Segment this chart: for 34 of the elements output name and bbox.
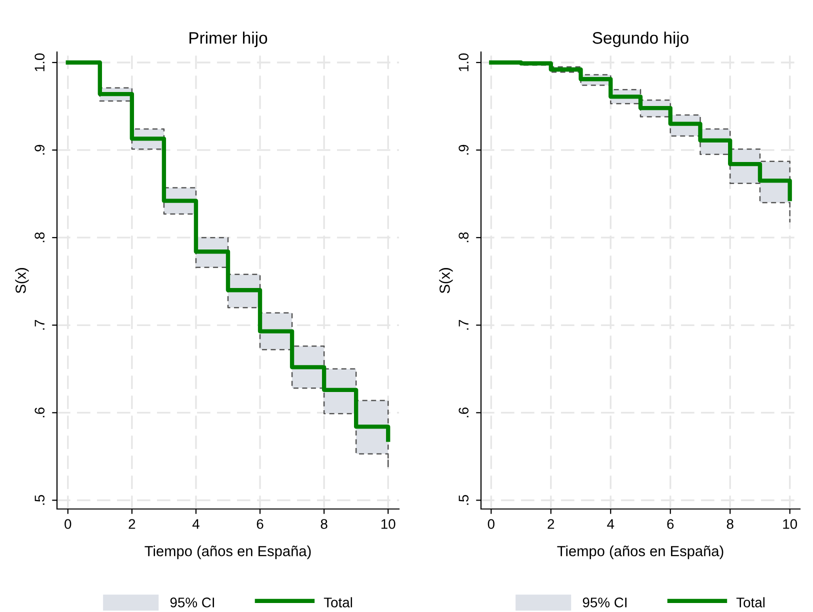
legend-label: Total [736, 597, 765, 608]
x-tick-label: 6 [256, 519, 264, 529]
y-tick-label: .9 [34, 144, 45, 155]
chart-title: Segundo hijo [592, 32, 688, 48]
y-tick-label: .5 [34, 495, 45, 505]
legend-label: Total [324, 597, 352, 608]
y-tick-label: .6 [458, 408, 469, 418]
x-tick-label: 4 [192, 519, 200, 529]
y-tick-label: .6 [34, 408, 45, 418]
text: 95% CI [582, 598, 626, 608]
x-tick-label: 10 [783, 519, 798, 529]
x-tick-label: 0 [488, 519, 494, 529]
x-axis-title: Tiempo (años en España) [144, 546, 311, 560]
y-tick-label: .5 [458, 495, 469, 505]
x-tick-label: 2 [128, 519, 136, 529]
y-tick-label: .7 [34, 320, 44, 330]
x-tick-label: 0 [64, 519, 72, 529]
y-tick-label: .8 [458, 232, 469, 242]
x-tick-label: 4 [607, 519, 614, 529]
y-axis-title: S(x) [15, 268, 29, 294]
y-axis-title: S(x) [439, 268, 453, 294]
y-tick-label: .9 [458, 144, 469, 155]
y-tick-label: 1.0 [34, 53, 45, 72]
x-tick-label: 6 [667, 519, 674, 529]
x-axis-title: Tiempo (años en España) [557, 546, 724, 560]
y-tick-label: .7 [458, 320, 468, 330]
chart-title: Primer hijo [190, 32, 268, 48]
x-tick-label: 8 [726, 519, 734, 529]
y-tick-label: 1.0 [458, 53, 469, 72]
x-tick-label: 10 [381, 519, 396, 529]
x-tick-label: 8 [320, 519, 328, 529]
y-tick-label: .8 [34, 232, 45, 242]
x-tick-label: 2 [548, 519, 554, 529]
text: 95% CI [170, 598, 214, 608]
